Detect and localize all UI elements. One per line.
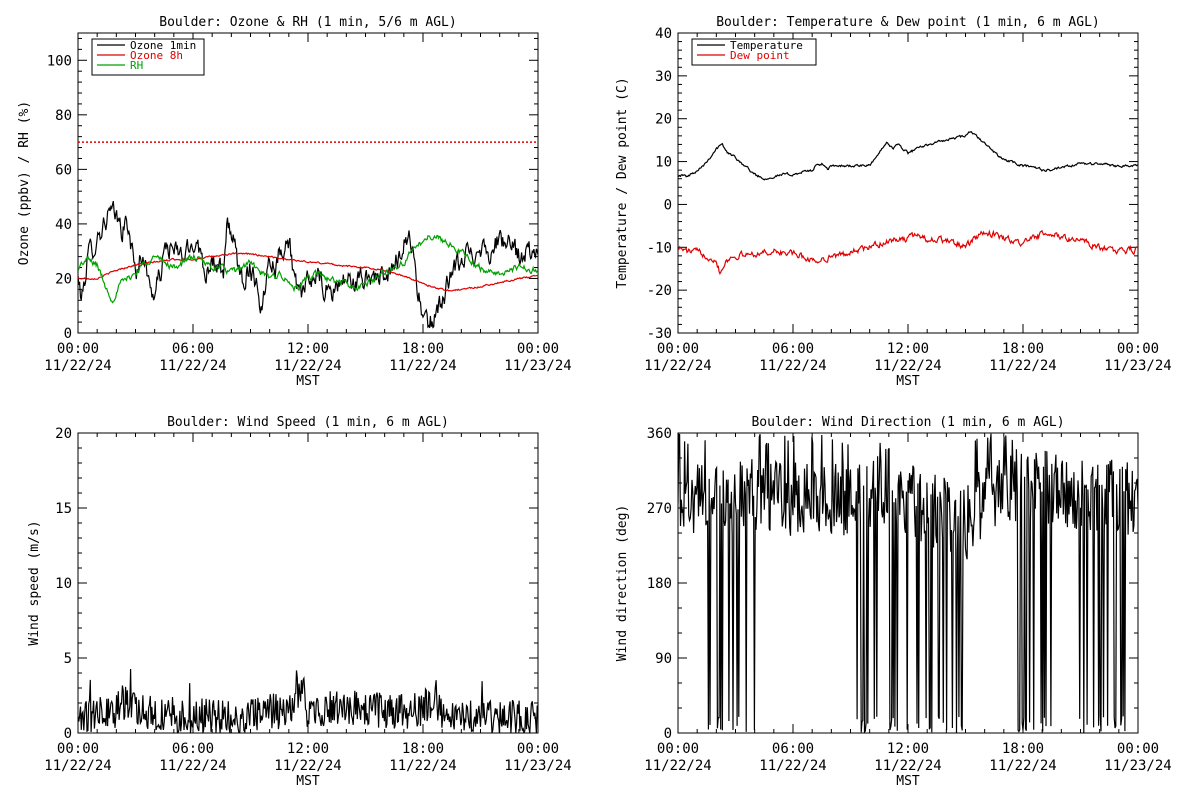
x-tick-label: 12:00 [887, 741, 929, 757]
y-tick-label: 40 [55, 217, 72, 233]
plot-title: Boulder: Wind Direction (1 min, 6 m AGL) [751, 415, 1064, 430]
x-tick-date: 11/22/24 [44, 758, 111, 774]
x-tick-date: 11/22/24 [274, 358, 341, 374]
x-tick-label: 06:00 [172, 341, 214, 357]
y-tick-label: -20 [647, 283, 672, 299]
y-tick-label: 20 [55, 426, 72, 442]
legend-entry: Dew point [730, 49, 790, 62]
y-tick-label: 20 [655, 112, 672, 128]
x-axis-label: MST [896, 374, 920, 389]
x-tick-label: 00:00 [517, 741, 559, 757]
plot-ozone-rh: Boulder: Ozone & RH (1 min, 5/6 m AGL) O… [17, 15, 572, 389]
plot-temp-dew: Boulder: Temperature & Dew point (1 min,… [615, 15, 1172, 389]
y-tick-label: -30 [647, 326, 672, 342]
legend-entry: Ozone 1min [130, 39, 196, 52]
y-axis-label: Ozone (ppbv) / RH (%) [17, 101, 32, 265]
series-line [678, 433, 1138, 733]
y-tick-label: 10 [55, 576, 72, 592]
x-tick-date: 11/23/24 [504, 758, 571, 774]
x-tick-date: 11/23/24 [1104, 358, 1171, 374]
y-tick-label: 180 [647, 576, 672, 592]
x-tick-label: 12:00 [287, 741, 329, 757]
x-tick-date: 11/22/24 [389, 758, 456, 774]
y-tick-label: 360 [647, 426, 672, 442]
y-tick-label: 20 [55, 271, 72, 287]
y-tick-label: 90 [655, 651, 672, 667]
x-tick-date: 11/22/24 [989, 358, 1056, 374]
y-axis-label: Wind speed (m/s) [27, 520, 42, 645]
x-tick-date: 11/23/24 [504, 358, 571, 374]
x-tick-date: 11/22/24 [274, 758, 341, 774]
x-tick-date: 11/22/24 [159, 758, 226, 774]
x-tick-date: 11/22/24 [874, 758, 941, 774]
x-tick-label: 12:00 [287, 341, 329, 357]
x-tick-date: 11/22/24 [759, 358, 826, 374]
y-tick-label: 15 [55, 501, 72, 517]
series-line [78, 200, 538, 329]
y-tick-label: -10 [647, 240, 672, 256]
x-tick-label: 18:00 [402, 741, 444, 757]
plot-frame [677, 32, 1139, 334]
plot-title: Boulder: Wind Speed (1 min, 6 m AGL) [167, 415, 449, 430]
series-line [678, 130, 1138, 181]
y-axis-label: Wind direction (deg) [615, 505, 630, 662]
x-tick-label: 06:00 [172, 741, 214, 757]
x-tick-label: 18:00 [402, 341, 444, 357]
x-tick-label: 06:00 [772, 341, 814, 357]
x-tick-label: 00:00 [517, 341, 559, 357]
x-tick-label: 00:00 [57, 741, 99, 757]
x-tick-date: 11/22/24 [644, 758, 711, 774]
x-axis-label: MST [296, 374, 320, 389]
x-tick-date: 11/22/24 [874, 358, 941, 374]
plot-title: Boulder: Temperature & Dew point (1 min,… [716, 15, 1100, 30]
legend-entry: Ozone 8h [130, 49, 183, 62]
y-tick-label: 0 [664, 726, 672, 742]
x-axis-label: MST [296, 774, 320, 789]
legend-box [691, 38, 817, 66]
y-tick-label: 270 [647, 501, 672, 517]
x-tick-date: 11/22/24 [644, 358, 711, 374]
y-tick-label: 100 [47, 53, 72, 69]
legend-entry: Temperature [730, 39, 803, 52]
y-axis-label: Temperature / Dew point (C) [615, 77, 630, 288]
x-tick-date: 11/22/24 [989, 758, 1056, 774]
x-tick-label: 12:00 [887, 341, 929, 357]
x-tick-date: 11/23/24 [1104, 758, 1171, 774]
y-tick-label: 0 [664, 197, 672, 213]
x-tick-label: 18:00 [1002, 341, 1044, 357]
series-line [678, 229, 1138, 275]
plot-wind-speed: Boulder: Wind Speed (1 min, 6 m AGL) Win… [27, 415, 572, 789]
x-tick-date: 11/22/24 [389, 358, 456, 374]
series-line [78, 234, 538, 304]
x-tick-date: 11/22/24 [159, 358, 226, 374]
x-tick-label: 00:00 [1117, 341, 1159, 357]
y-tick-label: 0 [64, 726, 72, 742]
y-tick-label: 30 [655, 69, 672, 85]
x-tick-label: 06:00 [772, 741, 814, 757]
x-tick-date: 11/22/24 [44, 358, 111, 374]
series-line [78, 252, 538, 292]
x-tick-label: 00:00 [1117, 741, 1159, 757]
x-tick-label: 00:00 [57, 341, 99, 357]
legend-box [91, 38, 205, 76]
y-tick-label: 80 [55, 108, 72, 124]
x-tick-label: 18:00 [1002, 741, 1044, 757]
y-tick-label: 0 [64, 326, 72, 342]
series-line [78, 668, 538, 733]
plot-wind-direction: Boulder: Wind Direction (1 min, 6 m AGL)… [615, 415, 1172, 789]
y-tick-label: 5 [64, 651, 72, 667]
y-tick-label: 10 [655, 155, 672, 171]
y-tick-label: 60 [55, 162, 72, 178]
x-tick-label: 00:00 [657, 741, 699, 757]
legend-entry: RH [130, 59, 143, 72]
x-axis-label: MST [896, 774, 920, 789]
plot-frame [77, 432, 539, 734]
x-tick-label: 00:00 [657, 341, 699, 357]
plot-title: Boulder: Ozone & RH (1 min, 5/6 m AGL) [159, 15, 456, 30]
y-tick-label: 40 [655, 26, 672, 42]
x-tick-date: 11/22/24 [759, 758, 826, 774]
